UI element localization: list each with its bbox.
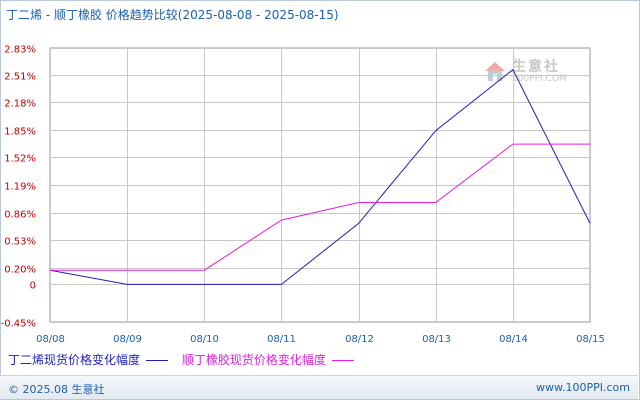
y-tick-label: 2.51% — [4, 72, 36, 83]
x-tick-label: 08/10 — [190, 334, 219, 345]
x-tick-label: 08/11 — [267, 334, 296, 345]
y-tick-label: -0.45% — [1, 319, 36, 330]
y-tick-label: 2.18% — [4, 99, 36, 110]
y-tick-label: 0 — [30, 281, 36, 292]
footer-bar: © 2025.08 生意社 www.100PPI.com — [0, 375, 638, 399]
series-line-2 — [50, 143, 590, 271]
footer-site-link[interactable]: www.100PPI.com — [536, 381, 630, 394]
x-tick-label: 08/13 — [422, 334, 451, 345]
x-tick-label: 08/09 — [113, 334, 142, 345]
chart-title-main: 丁二烯 - 顺丁橡胶 价格趋势比较 — [6, 8, 178, 22]
y-tick-label: 0.53% — [4, 237, 36, 248]
watermark-name: 生意社 — [512, 59, 560, 75]
watermark-url: 100PPI.COM — [512, 74, 567, 84]
chart-title-range: (2025-08-08 - 2025-08-15) — [177, 8, 339, 22]
legend-label-series1: 丁二烯现货价格变化幅度 — [8, 353, 141, 367]
chart-legend: 丁二烯现货价格变化幅度 顺丁橡胶现货价格变化幅度 — [8, 351, 364, 368]
x-tick-label: 08/12 — [345, 334, 374, 345]
x-tick-label: 08/08 — [36, 334, 65, 345]
series-line-1 — [49, 68, 591, 285]
legend-label-series2: 顺丁橡胶现货价格变化幅度 — [181, 353, 326, 367]
y-tick-label: 1.52% — [4, 154, 36, 165]
legend-swatch-series2 — [331, 360, 354, 361]
y-tick-label: 0.20% — [4, 265, 36, 276]
chart-title: 丁二烯 - 顺丁橡胶 价格趋势比较(2025-08-08 - 2025-08-1… — [6, 6, 339, 23]
footer-copyright: © 2025.08 生意社 — [8, 383, 105, 396]
legend-swatch-series1 — [146, 360, 169, 361]
x-tick-label: 08/14 — [499, 334, 528, 345]
y-tick-label: 1.85% — [4, 127, 36, 138]
x-tick-label: 08/15 — [576, 334, 605, 345]
y-tick-label: 0.86% — [4, 210, 36, 221]
y-tick-label: 2.83% — [4, 45, 36, 56]
legend-item-series1: 丁二烯现货价格变化幅度 — [8, 351, 169, 368]
legend-item-series2: 顺丁橡胶现货价格变化幅度 — [182, 351, 354, 368]
y-tick-label: 1.19% — [4, 182, 36, 193]
